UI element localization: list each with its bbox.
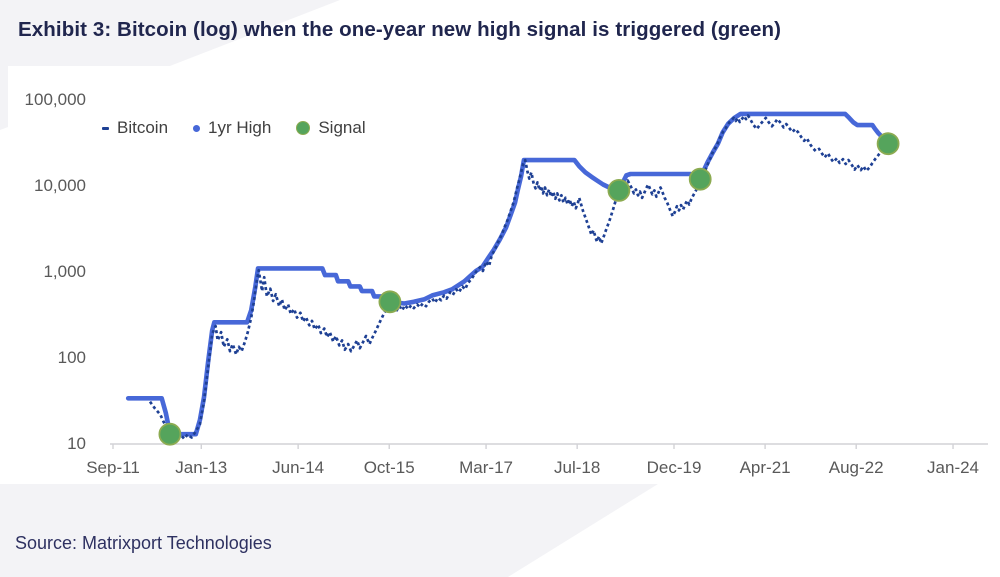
signal-dot: [876, 132, 900, 156]
signal-dot: [607, 178, 631, 202]
legend-label-one-year-high: 1yr High: [208, 118, 272, 137]
legend-item-one-year-high: 1yr High: [193, 118, 271, 138]
page-title: Exhibit 3: Bitcoin (log) when the one-ye…: [18, 18, 782, 41]
legend-item-signal: Signal: [296, 118, 366, 138]
y-tick-label: 100,000: [24, 90, 86, 109]
x-tick-label: Aug-22: [828, 458, 884, 477]
x-tick-label: Jan-24: [927, 458, 980, 477]
legend-item-bitcoin: Bitcoin: [102, 118, 168, 138]
x-tick-label: Oct-15: [363, 458, 415, 477]
x-tick-label: Jul-18: [554, 458, 601, 477]
y-tick-label: 10,000: [34, 176, 86, 195]
y-tick-label: 1,000: [43, 262, 86, 281]
signal-dot: [378, 290, 402, 314]
signal-dot-marker-icon: [296, 121, 311, 135]
x-tick-label: Dec-19: [646, 458, 702, 477]
signal-dot: [158, 422, 182, 446]
one-year-high-dot-marker-icon: [193, 124, 201, 132]
x-tick-label: Mar-17: [459, 458, 513, 477]
y-tick-label: 10: [67, 434, 86, 453]
chart-legend: Bitcoin 1yr High Signal: [102, 118, 366, 138]
x-tick-label: Apr-21: [739, 458, 791, 477]
bitcoin-line-marker-icon: [102, 126, 109, 130]
signal-dot: [688, 167, 712, 191]
source-caption: Source: Matrixport Technologies: [15, 533, 272, 553]
x-tick-label: Jun-14: [272, 458, 325, 477]
bitcoin-line: [148, 114, 890, 441]
y-tick-label: 100: [57, 348, 86, 367]
plot-panel: [8, 66, 992, 484]
legend-label-signal: Signal: [318, 118, 366, 137]
x-tick-label: Jan-13: [175, 458, 228, 477]
one-year-high-line: [125, 111, 891, 437]
legend-label-bitcoin: Bitcoin: [117, 118, 169, 137]
x-tick-label: Sep-11: [86, 458, 140, 477]
bottom-band: [0, 484, 658, 577]
